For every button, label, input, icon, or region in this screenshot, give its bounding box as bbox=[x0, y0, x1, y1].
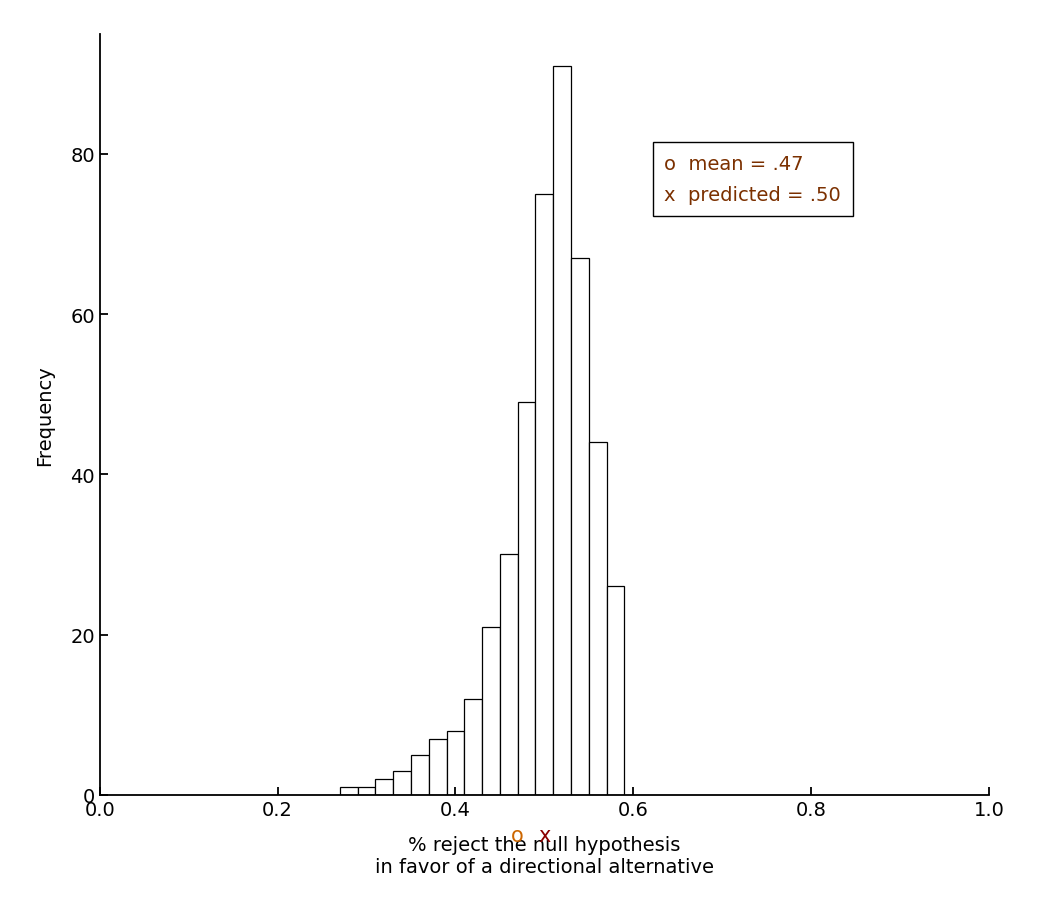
Bar bbox=[375, 779, 393, 795]
Bar bbox=[429, 739, 447, 795]
Bar bbox=[340, 787, 357, 795]
Bar bbox=[482, 627, 500, 795]
Bar bbox=[464, 699, 482, 795]
X-axis label: % reject the null hypothesis
in favor of a directional alternative: % reject the null hypothesis in favor of… bbox=[375, 835, 714, 876]
Bar bbox=[447, 731, 464, 795]
Bar bbox=[500, 555, 517, 795]
Bar bbox=[589, 443, 607, 795]
Bar bbox=[393, 771, 411, 795]
Bar bbox=[607, 587, 624, 795]
Bar bbox=[357, 787, 375, 795]
Text: x: x bbox=[538, 825, 551, 845]
Bar bbox=[517, 403, 535, 795]
Bar bbox=[535, 195, 553, 795]
Bar bbox=[553, 67, 571, 795]
Text: o: o bbox=[511, 825, 524, 845]
Bar bbox=[411, 755, 429, 795]
Y-axis label: Frequency: Frequency bbox=[34, 364, 54, 466]
Bar bbox=[571, 259, 589, 795]
Text: o  mean = .47
x  predicted = .50: o mean = .47 x predicted = .50 bbox=[664, 155, 842, 205]
